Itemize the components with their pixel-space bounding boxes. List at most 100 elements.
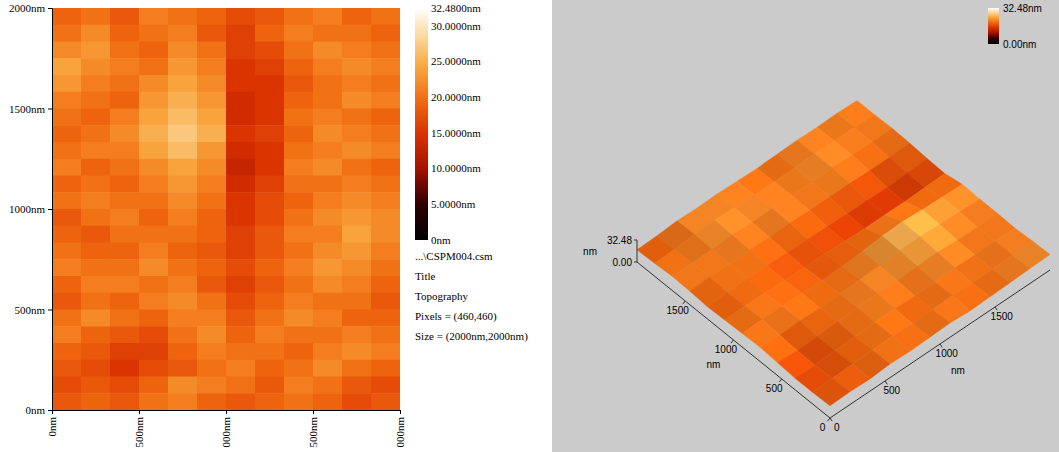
heat-cell: [168, 377, 198, 394]
heat-cell: [197, 310, 227, 327]
heat-cell: [81, 326, 111, 343]
heat-cell: [255, 75, 285, 92]
tick-mark: [226, 410, 227, 414]
heat-cell: [226, 8, 256, 25]
heat-cell: [313, 360, 343, 377]
heat-cell: [110, 393, 140, 410]
heat-cell: [139, 293, 169, 310]
heat-cell: [139, 92, 169, 109]
info-text: Size = (2000nm,2000nm): [415, 330, 528, 343]
heat-cell: [284, 92, 314, 109]
heat-cell: [342, 25, 372, 42]
heat-cell: [110, 209, 140, 226]
heat-cell: [81, 192, 111, 209]
heat-cell: [110, 310, 140, 327]
heat-cell: [284, 259, 314, 276]
tick-mark: [885, 381, 887, 384]
heat-cell: [52, 92, 82, 109]
heat-cell: [255, 8, 285, 25]
heat-cell: [139, 109, 169, 126]
heat-cell: [313, 226, 343, 243]
heat-cell: [139, 42, 169, 59]
colorbar-label: 30.0000nm: [431, 20, 481, 32]
axis-title: nm: [706, 359, 720, 370]
heat-cell: [284, 125, 314, 142]
tick-label: 1500nm: [9, 103, 46, 115]
heat-cell: [371, 192, 400, 209]
heat-cell: [342, 226, 372, 243]
heat-cell: [313, 176, 343, 193]
heat-cell: [371, 226, 400, 243]
heat-cell: [371, 25, 400, 42]
heat-cell: [197, 176, 227, 193]
y-tick: 1500nm: [9, 103, 52, 115]
heat-cell: [226, 259, 256, 276]
heat-cell: [197, 42, 227, 59]
heat-cell: [313, 209, 343, 226]
heat-cell: [52, 192, 82, 209]
heat-cell: [342, 159, 372, 176]
heat-cell: [284, 176, 314, 193]
heat-cell: [255, 393, 285, 410]
heat-cell: [139, 276, 169, 293]
heat-cell: [110, 192, 140, 209]
heat-cell: [168, 58, 198, 75]
heat-cell: [110, 58, 140, 75]
heat-cell: [139, 377, 169, 394]
heat-cell: [226, 142, 256, 159]
heat-cell: [371, 276, 400, 293]
heat-cell: [52, 393, 82, 410]
tick-label: 0nm: [46, 417, 58, 437]
colorbar-label: 32.48nm: [1003, 3, 1042, 14]
heat-cell: [342, 109, 372, 126]
heat-cell: [313, 109, 343, 126]
heat-cell: [197, 192, 227, 209]
colorbar-label: 20.0000nm: [431, 91, 481, 103]
heat-cell: [255, 25, 285, 42]
heat-cell: [371, 42, 400, 59]
info-text: ...\CSPM004.csm: [415, 250, 493, 262]
tick-mark: [400, 410, 401, 414]
tick-mark: [683, 301, 686, 304]
heat-cell: [284, 343, 314, 360]
y-axis: 0nm500nm1000nm1500nm2000nm: [9, 2, 53, 416]
heat-cell: [342, 209, 372, 226]
heat-cell: [81, 142, 111, 159]
tick-label: 500nm: [307, 417, 319, 448]
tick-mark: [52, 410, 53, 414]
info-text: Pixels = (460,460): [415, 310, 497, 323]
heat-cell: [81, 310, 111, 327]
heat-cell: [313, 159, 343, 176]
heat-cell: [168, 276, 198, 293]
info-text: Topography: [415, 290, 468, 302]
tick-mark: [940, 344, 942, 347]
x-axis: 0nm500nm000nm500nm000nm: [46, 410, 406, 448]
heat-cell: [313, 393, 343, 410]
heat-cell: [52, 109, 82, 126]
heat-cell: [313, 58, 343, 75]
tick-label: 1000: [715, 344, 738, 355]
heat-cell: [342, 243, 372, 260]
heat-cell: [313, 8, 343, 25]
heat-cell: [255, 310, 285, 327]
heat-cell: [284, 377, 314, 394]
tick-label: 0nm: [25, 404, 45, 416]
heat-cell: [197, 343, 227, 360]
heatmap-cells: [52, 8, 400, 410]
y-tick: 0nm: [25, 404, 52, 416]
heat-cell: [168, 125, 198, 142]
panel-background: [552, 0, 1059, 452]
heat-cell: [255, 142, 285, 159]
heat-cell: [81, 42, 111, 59]
heat-cell: [284, 393, 314, 410]
heat-cell: [52, 125, 82, 142]
heat-cell: [139, 58, 169, 75]
tick-mark: [48, 8, 52, 9]
heat-cell: [139, 226, 169, 243]
heat-cell: [110, 142, 140, 159]
heat-cell: [197, 109, 227, 126]
heat-cell: [52, 243, 82, 260]
heat-cell: [110, 293, 140, 310]
heat-cell: [284, 159, 314, 176]
colorbar-label: 5.0000nm: [431, 198, 476, 210]
